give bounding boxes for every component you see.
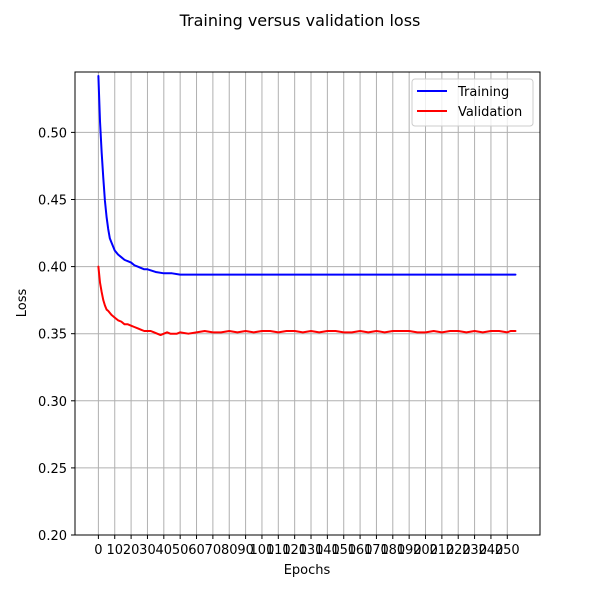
series-lines <box>97 75 517 337</box>
x-tick-label: 10 <box>106 543 123 558</box>
x-tick-label: 130 <box>299 543 324 558</box>
x-tick-label: 120 <box>282 543 307 558</box>
x-tick-label: 80 <box>221 543 238 558</box>
series-line-training <box>97 75 517 276</box>
x-tick-label: 210 <box>429 543 454 558</box>
chart-title: Training versus validation loss <box>179 11 421 30</box>
y-tick-label: 0.25 <box>38 462 67 477</box>
x-axis: 0 10 20 30 40 50 60 70 80 90100110120130140150160… <box>94 535 520 558</box>
x-tick-label: 90 <box>237 543 254 558</box>
x-tick-label: 220 <box>446 543 471 558</box>
x-tick-label: 180 <box>380 543 405 558</box>
plot-area <box>75 72 540 535</box>
x-tick-label: 20 <box>123 543 140 558</box>
legend-label-validation: Validation <box>458 105 522 120</box>
x-tick-label: 70 <box>205 543 222 558</box>
x-tick-label: 160 <box>348 543 373 558</box>
x-tick-label: 200 <box>413 543 438 558</box>
y-tick-label: 0.20 <box>38 529 67 544</box>
y-tick-label: 0.50 <box>38 126 67 141</box>
x-tick-label: 170 <box>364 543 389 558</box>
x-tick-label: 60 <box>188 543 205 558</box>
x-axis-label: Epochs <box>284 563 331 578</box>
x-tick-label: 40 <box>156 543 173 558</box>
y-axis: 0.20 0.25 0.30 0.35 0.40 0.45 0.50 <box>38 126 75 544</box>
plot-frame <box>74 71 541 536</box>
x-tick-label: 190 <box>397 543 422 558</box>
x-tick-label: 50 <box>172 543 189 558</box>
legend-label-training: Training <box>457 85 509 100</box>
grid-lines <box>75 72 540 536</box>
y-axis-label: Loss <box>15 289 30 318</box>
x-tick-label: 150 <box>331 543 356 558</box>
x-tick-label: 230 <box>462 543 487 558</box>
x-tick-label: 100 <box>250 543 275 558</box>
x-tick-label: 30 <box>139 543 156 558</box>
y-tick-label: 0.40 <box>38 261 67 276</box>
legend: Training Validation <box>411 78 534 127</box>
x-tick-label: 140 <box>315 543 340 558</box>
x-tick-label: 0 <box>94 543 102 558</box>
x-tick-label: 240 <box>479 543 504 558</box>
y-tick-label: 0.35 <box>38 328 67 343</box>
series-line-validation <box>97 265 517 337</box>
x-tick-label: 110 <box>266 543 291 558</box>
y-tick-label: 0.45 <box>38 193 67 208</box>
y-tick-label: 0.30 <box>38 395 67 410</box>
x-tick-label: 250 <box>495 543 520 558</box>
